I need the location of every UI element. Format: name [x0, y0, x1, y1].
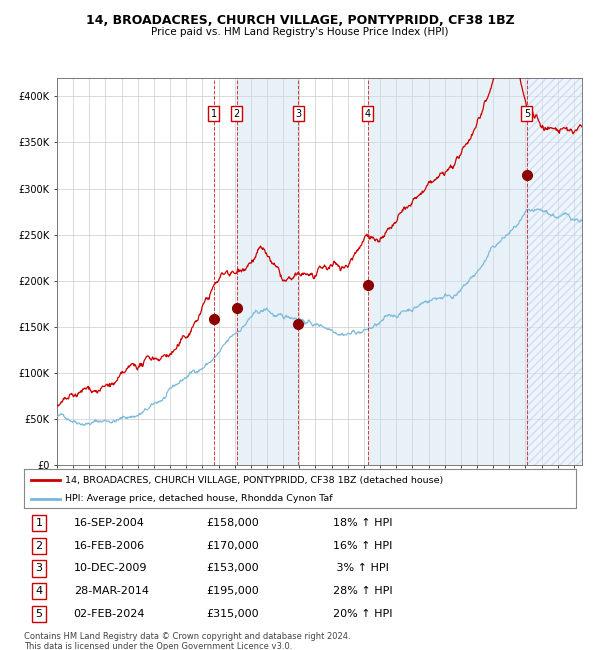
Text: £153,000: £153,000	[206, 564, 259, 573]
Text: £170,000: £170,000	[206, 541, 259, 551]
Text: 3: 3	[295, 109, 301, 118]
Text: 16-FEB-2006: 16-FEB-2006	[74, 541, 145, 551]
Text: £158,000: £158,000	[206, 518, 259, 528]
Text: 14, BROADACRES, CHURCH VILLAGE, PONTYPRIDD, CF38 1BZ (detached house): 14, BROADACRES, CHURCH VILLAGE, PONTYPRI…	[65, 476, 443, 485]
Bar	[527, 78, 582, 465]
Text: 3: 3	[35, 564, 43, 573]
Text: 28-MAR-2014: 28-MAR-2014	[74, 586, 149, 596]
Text: 16% ↑ HPI: 16% ↑ HPI	[333, 541, 392, 551]
Bar	[236, 78, 298, 465]
Text: 16-SEP-2004: 16-SEP-2004	[74, 518, 145, 528]
Text: Price paid vs. HM Land Registry's House Price Index (HPI): Price paid vs. HM Land Registry's House …	[151, 27, 449, 37]
Text: £195,000: £195,000	[206, 586, 259, 596]
Text: 5: 5	[35, 609, 43, 619]
Bar	[527, 78, 582, 465]
Text: 4: 4	[365, 109, 371, 118]
Text: 20% ↑ HPI: 20% ↑ HPI	[333, 609, 392, 619]
Text: £315,000: £315,000	[206, 609, 259, 619]
Text: 28% ↑ HPI: 28% ↑ HPI	[333, 586, 393, 596]
Text: 2: 2	[233, 109, 240, 118]
Text: 18% ↑ HPI: 18% ↑ HPI	[333, 518, 392, 528]
Text: Contains HM Land Registry data © Crown copyright and database right 2024.
This d: Contains HM Land Registry data © Crown c…	[24, 632, 350, 650]
Text: HPI: Average price, detached house, Rhondda Cynon Taf: HPI: Average price, detached house, Rhon…	[65, 494, 333, 503]
Text: 1: 1	[211, 109, 217, 118]
Bar	[368, 78, 527, 465]
Text: 5: 5	[524, 109, 530, 118]
Text: 2: 2	[35, 541, 43, 551]
Text: 4: 4	[35, 586, 43, 596]
Text: 02-FEB-2024: 02-FEB-2024	[74, 609, 145, 619]
Text: 14, BROADACRES, CHURCH VILLAGE, PONTYPRIDD, CF38 1BZ: 14, BROADACRES, CHURCH VILLAGE, PONTYPRI…	[86, 14, 514, 27]
Text: 1: 1	[35, 518, 43, 528]
Text: 3% ↑ HPI: 3% ↑ HPI	[333, 564, 389, 573]
Text: 10-DEC-2009: 10-DEC-2009	[74, 564, 147, 573]
